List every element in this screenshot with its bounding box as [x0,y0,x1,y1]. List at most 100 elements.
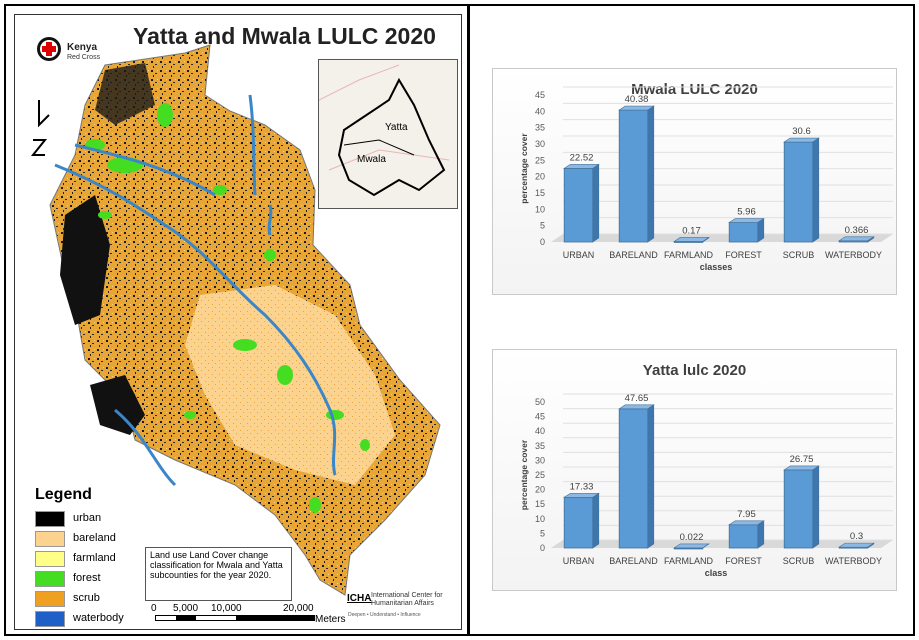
y-tick-label: 15 [535,499,545,509]
data-label: 0.022 [680,532,704,543]
y-tick-label: 0 [540,237,545,247]
icha-logo-text: ICHA [347,593,372,604]
x-tick-label: FARMLAND [664,250,714,260]
y-tick-label: 40 [535,426,545,436]
inset-label-yatta: Yatta [385,122,408,133]
y-tick-label: 45 [535,412,545,422]
bar [618,109,649,243]
data-label: 5.96 [737,207,756,218]
scale-unit: Meters [315,614,346,625]
y-tick-label: 5 [540,528,545,538]
data-label: 0.17 [682,225,701,236]
scale-label: 0 [151,603,157,614]
y-tick-label: 20 [535,172,545,182]
red-cross-logo-icon [35,35,63,68]
y-tick-label: 35 [535,123,545,133]
bar-side [647,105,655,243]
y-tick-label: 25 [535,470,545,480]
icha-name: International Center for Humanitarian Af… [371,592,443,607]
legend-title: Legend [35,486,92,503]
inset-label-mwala: Mwala [357,154,386,165]
x-tick-label: WATERBODY [825,556,882,566]
legend-swatch [35,611,65,627]
y-tick-label: 20 [535,485,545,495]
x-tick-label: URBAN [563,250,595,260]
map-cell [4,4,469,636]
bar-side [757,217,765,243]
data-label: 0.366 [845,225,869,236]
bar [563,168,594,243]
chart-mwala: Mwala LULC 2020 0 5 10 15 20 25 30 35 40 45 22.52 U… [492,68,897,295]
legend-swatch [35,551,65,567]
scale-bar [155,615,315,621]
x-axis-label: class [705,568,728,578]
x-axis-label: classes [700,262,733,272]
bar-side [867,236,875,243]
map-panel: Yatta and Mwala LULC 2020 Kenya Red Cros… [14,14,462,630]
x-tick-label: BARELAND [609,250,658,260]
rivers [54,94,337,487]
legend-label: forest [73,572,101,584]
bar-side [647,404,655,549]
map-note: Land use Land Cover change classificatio… [145,547,292,601]
chart-title: Mwala LULC 2020 [631,81,758,98]
y-tick-label: 15 [535,188,545,198]
bar [618,408,649,549]
y-tick-label: 30 [535,455,545,465]
y-tick-label: 35 [535,441,545,451]
legend-swatch [35,531,65,547]
scale-label: 10,000 [211,603,242,614]
chart-svg: 0 5 10 15 20 25 30 35 40 45 50 17.33 URBAN 47.65 BAREL… [519,393,893,578]
legend-swatch [35,511,65,527]
y-axis-label: percentage cover [519,133,529,204]
data-label: 47.65 [625,393,649,404]
x-tick-label: FARMLAND [664,556,714,566]
chart-yatta: Yatta lulc 2020 0 5 10 15 20 25 30 35 40 45 50 17.3… [492,349,897,591]
scale-label: 20,000 [283,603,314,614]
x-tick-label: FOREST [725,250,762,260]
chart-title: Yatta lulc 2020 [642,362,747,379]
data-label: 0.3 [850,531,863,542]
lulc-map [30,44,441,596]
bar-side [867,542,875,549]
chart-svg: 0 5 10 15 20 25 30 35 40 45 22.52 URBAN 40.38 BARELAN… [519,86,893,272]
legend-swatch [35,571,65,587]
y-tick-label: 30 [535,139,545,149]
data-label: 40.38 [625,94,649,105]
bar-side [812,465,820,549]
urban-zone [95,63,155,125]
bar [728,524,759,549]
y-tick-label: 45 [535,90,545,100]
data-label: 26.75 [790,454,814,465]
x-tick-label: URBAN [563,556,595,566]
data-label: 7.95 [737,509,756,520]
y-tick-label: 0 [540,543,545,553]
legend-swatch [35,591,65,607]
y-tick-label: 40 [535,106,545,116]
legend-label: scrub [73,592,100,604]
logo-name: Kenya [67,42,98,53]
bar [728,222,759,243]
x-tick-label: FOREST [725,556,762,566]
data-label: 30.6 [792,126,811,137]
legend-label: farmland [73,552,116,564]
y-axis-label: percentage cover [519,439,529,510]
x-tick-label: SCRUB [783,250,815,260]
urban-zone [90,375,145,435]
bareland-zone [185,285,395,485]
urban-zone [60,195,110,325]
bar-side [757,520,765,549]
north-arrow-icon [30,100,50,156]
x-tick-label: BARELAND [609,556,658,566]
data-label: 22.52 [570,152,594,163]
x-tick-label: WATERBODY [825,250,882,260]
legend-label: urban [73,512,102,524]
y-tick-label: 10 [535,204,545,214]
locator-inset-map: Yatta Mwala [318,59,458,209]
legend-label: waterbody [73,612,124,624]
bar-side [592,163,600,243]
bar-side [812,137,820,243]
logo-subtitle: Red Cross [67,54,101,61]
y-tick-label: 5 [540,221,545,231]
charts-cell [469,4,915,636]
